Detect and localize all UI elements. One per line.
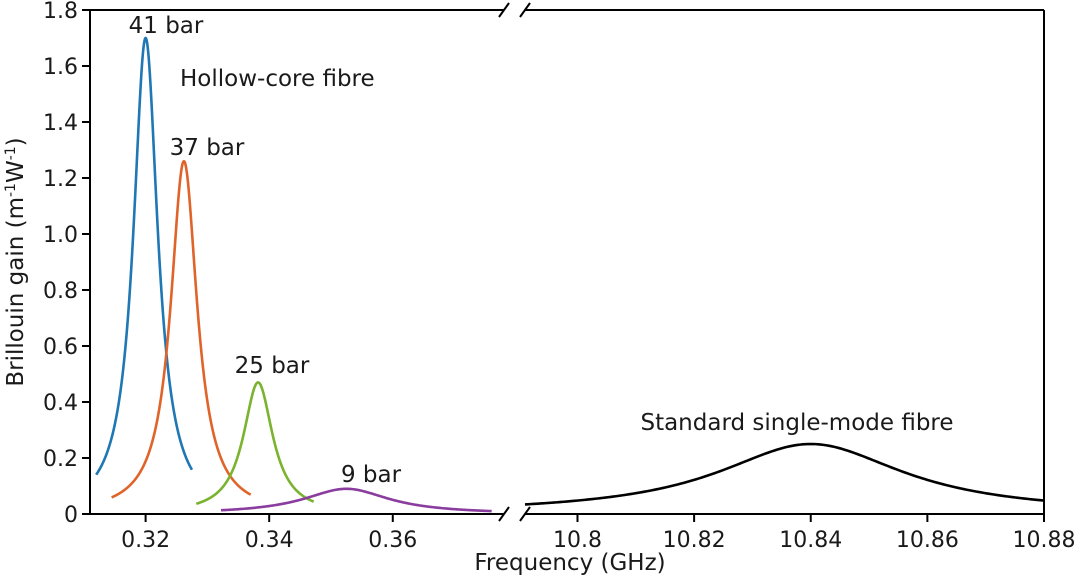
y-tick-label: 1.2	[43, 167, 78, 192]
y-axis-title-part-1: Brillouin gain (m	[3, 197, 29, 387]
y-tick-label: 0.2	[43, 447, 78, 472]
y-axis-title: Brillouin gain (m-1W-1)	[3, 137, 29, 386]
label-25-bar: 25 bar	[235, 353, 310, 379]
axis-break-mark	[519, 2, 531, 18]
series-line-37-bar	[111, 159, 252, 499]
x-tick-label: 10.82	[663, 528, 726, 553]
y-tick-label: 1.0	[43, 223, 78, 248]
x-tick-label: 10.88	[1013, 528, 1076, 553]
series-line-25-bar	[195, 381, 315, 506]
y-tick-label: 0.6	[43, 335, 78, 360]
x-tick-label: 0.32	[121, 528, 170, 553]
x-tick-label: 0.36	[368, 528, 417, 553]
y-tick-label: 0	[64, 503, 78, 528]
y-tick-label: 0.8	[43, 279, 78, 304]
y-tick-label: 0.4	[43, 391, 78, 416]
x-axis: 0.32 0.34 0.36 10.8 10.82 10.84 10.86 10.88	[121, 514, 1075, 553]
series-line-standard-fibre	[524, 442, 1045, 506]
x-axis-title: Frequency (GHz)	[474, 550, 665, 576]
label-standard-single-mode-fibre: Standard single-mode fibre	[640, 410, 953, 436]
label-41-bar: 41 bar	[129, 13, 204, 39]
y-axis-title-exp-1: -1	[3, 183, 19, 197]
x-tick-label: 10.86	[896, 528, 959, 553]
y-axis-title-exp-2: -1	[3, 146, 19, 160]
axis-break-mark	[498, 506, 510, 522]
label-37-bar: 37 bar	[170, 135, 245, 161]
axis-break-mark	[519, 506, 531, 522]
plot-frame	[89, 2, 1045, 522]
series-line-41-bar	[95, 36, 194, 476]
y-axis: 0 0.2 0.4 0.6 0.8 1.0 1.2 1.4 1.6 1.8	[43, 0, 90, 528]
x-tick-label: 0.34	[245, 528, 294, 553]
y-tick-label: 1.6	[43, 55, 78, 80]
label-9-bar: 9 bar	[341, 462, 402, 488]
y-axis-title-part-2: W	[3, 160, 29, 183]
y-tick-label: 1.4	[43, 111, 78, 136]
x-tick-label: 10.8	[553, 528, 602, 553]
y-axis-title-part-3: )	[3, 137, 29, 146]
series-lines	[95, 36, 1045, 513]
x-tick-label: 10.84	[779, 528, 842, 553]
axis-break-mark	[498, 2, 510, 18]
y-tick-label: 1.8	[43, 0, 78, 24]
series-line-9-bar	[220, 487, 492, 513]
label-hollow-core-fibre: Hollow-core fibre	[180, 66, 375, 92]
